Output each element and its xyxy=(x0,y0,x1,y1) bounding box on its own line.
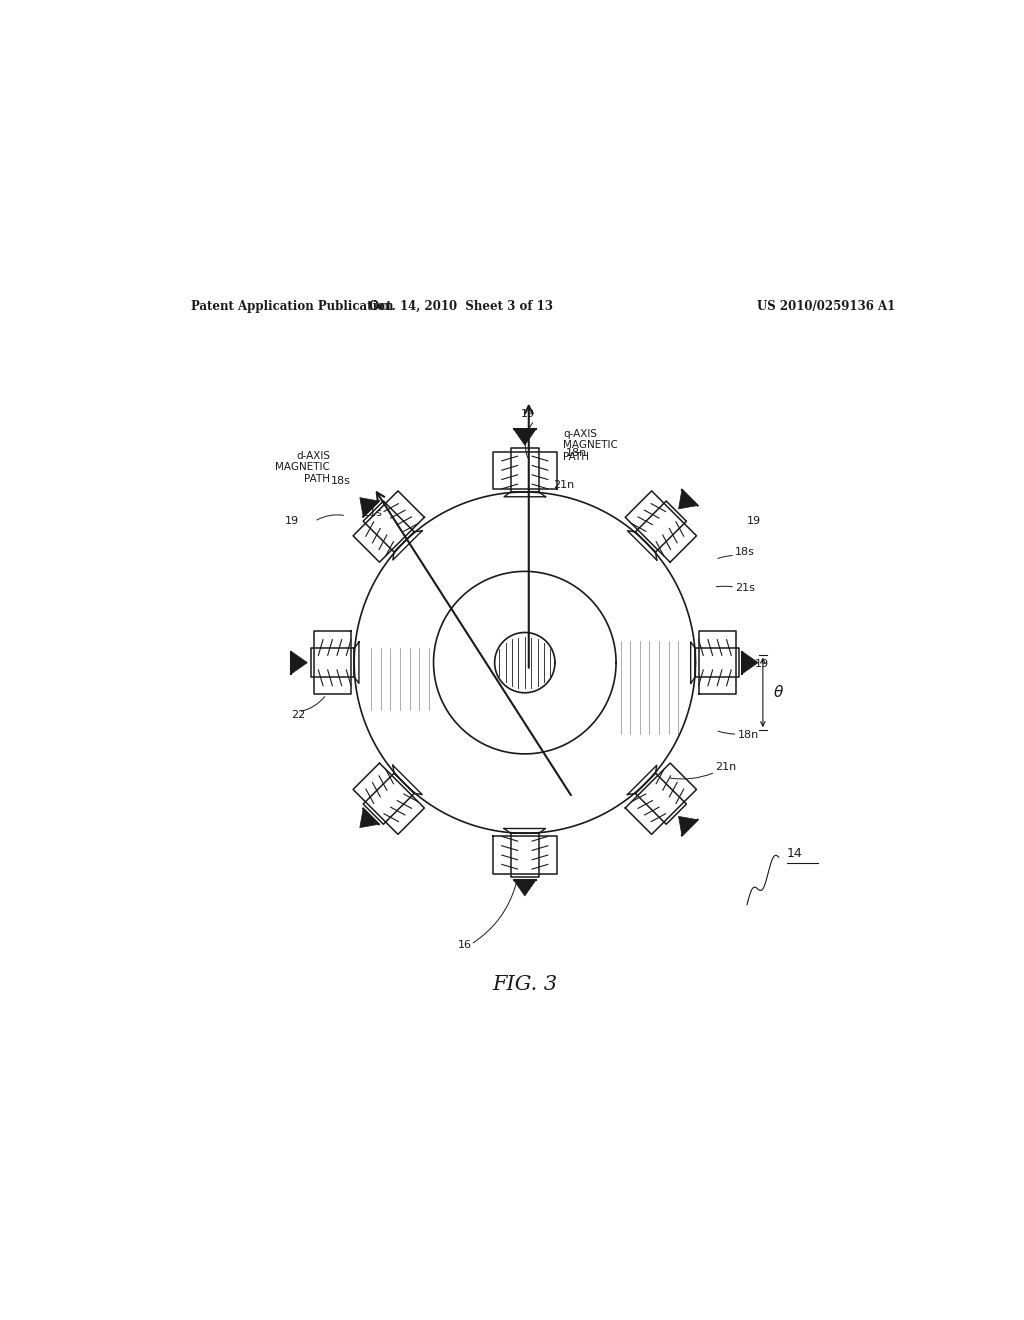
Polygon shape xyxy=(679,816,697,836)
Polygon shape xyxy=(359,809,379,828)
Text: 19: 19 xyxy=(521,409,535,418)
Text: 18n: 18n xyxy=(566,449,588,458)
Text: 21s: 21s xyxy=(362,508,382,517)
Text: FIG. 3: FIG. 3 xyxy=(493,974,557,994)
Polygon shape xyxy=(359,498,379,516)
Text: Patent Application Publication: Patent Application Publication xyxy=(191,300,394,313)
Polygon shape xyxy=(514,880,536,896)
Polygon shape xyxy=(742,652,758,673)
Polygon shape xyxy=(679,490,697,510)
Text: Oct. 14, 2010  Sheet 3 of 13: Oct. 14, 2010 Sheet 3 of 13 xyxy=(370,300,553,313)
Text: 19: 19 xyxy=(748,516,761,525)
Text: q-AXIS
MAGNETIC
PATH: q-AXIS MAGNETIC PATH xyxy=(563,429,617,462)
Text: 16: 16 xyxy=(458,940,471,950)
Text: 21n: 21n xyxy=(715,762,736,772)
Text: d-AXIS
MAGNETIC
PATH: d-AXIS MAGNETIC PATH xyxy=(275,451,331,484)
Polygon shape xyxy=(514,429,536,445)
Text: US 2010/0259136 A1: US 2010/0259136 A1 xyxy=(757,300,896,313)
Text: 19: 19 xyxy=(755,659,769,669)
Text: 19: 19 xyxy=(285,516,299,525)
Text: θ: θ xyxy=(773,685,782,700)
Polygon shape xyxy=(292,652,307,673)
Text: 22: 22 xyxy=(291,710,305,721)
Text: 21n: 21n xyxy=(553,480,574,490)
Text: 18s: 18s xyxy=(331,477,350,486)
Text: 18n: 18n xyxy=(737,730,759,741)
Text: 21s: 21s xyxy=(735,583,755,593)
Text: 14: 14 xyxy=(786,847,803,861)
Text: 18s: 18s xyxy=(735,548,755,557)
